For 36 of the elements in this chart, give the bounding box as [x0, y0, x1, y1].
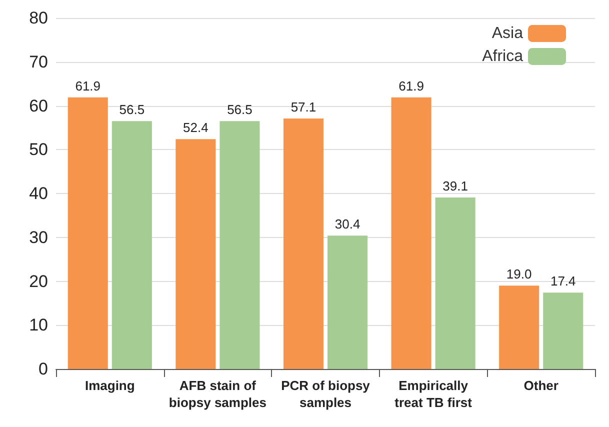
data-label: 19.0 [506, 266, 532, 282]
data-label: 61.9 [398, 78, 424, 94]
bar [328, 236, 368, 369]
y-tick-label: 10 [29, 316, 48, 335]
y-tick-label: 0 [38, 360, 48, 378]
bar [68, 97, 108, 369]
bar [543, 292, 584, 369]
y-tick-label: 70 [29, 52, 48, 72]
data-label: 52.4 [183, 120, 208, 136]
x-tick-label: AFB stain of biopsy samples [168, 378, 266, 410]
data-label: 56.5 [119, 102, 145, 118]
x-tick-label: Other [524, 378, 558, 393]
y-tick-label: 80 [29, 8, 48, 28]
x-tick-label: Imaging [84, 378, 135, 393]
legend-label: Asia [492, 25, 524, 42]
data-label: 61.9 [75, 78, 101, 94]
x-tick-label: PCR of biopsy samples [281, 378, 371, 410]
legend-label: Africa [482, 48, 524, 65]
bar [283, 118, 324, 369]
bar [435, 197, 476, 369]
data-label: 30.4 [334, 216, 360, 232]
data-label: 17.4 [550, 274, 576, 289]
data-label: 57.1 [290, 99, 316, 114]
bar [391, 97, 432, 369]
bar [112, 121, 152, 369]
data-label: 39.1 [442, 178, 468, 194]
x-tick-label: Empirically treat TB first [394, 378, 473, 410]
y-tick-label: 50 [29, 140, 48, 160]
bar [176, 139, 216, 369]
data-label: 56.5 [227, 102, 252, 118]
bar [220, 121, 260, 369]
y-tick-label: 30 [29, 228, 48, 247]
y-tick-label: 60 [29, 96, 48, 116]
y-tick-label: 20 [29, 272, 48, 291]
bar [499, 286, 540, 369]
y-tick-label: 40 [29, 184, 48, 203]
